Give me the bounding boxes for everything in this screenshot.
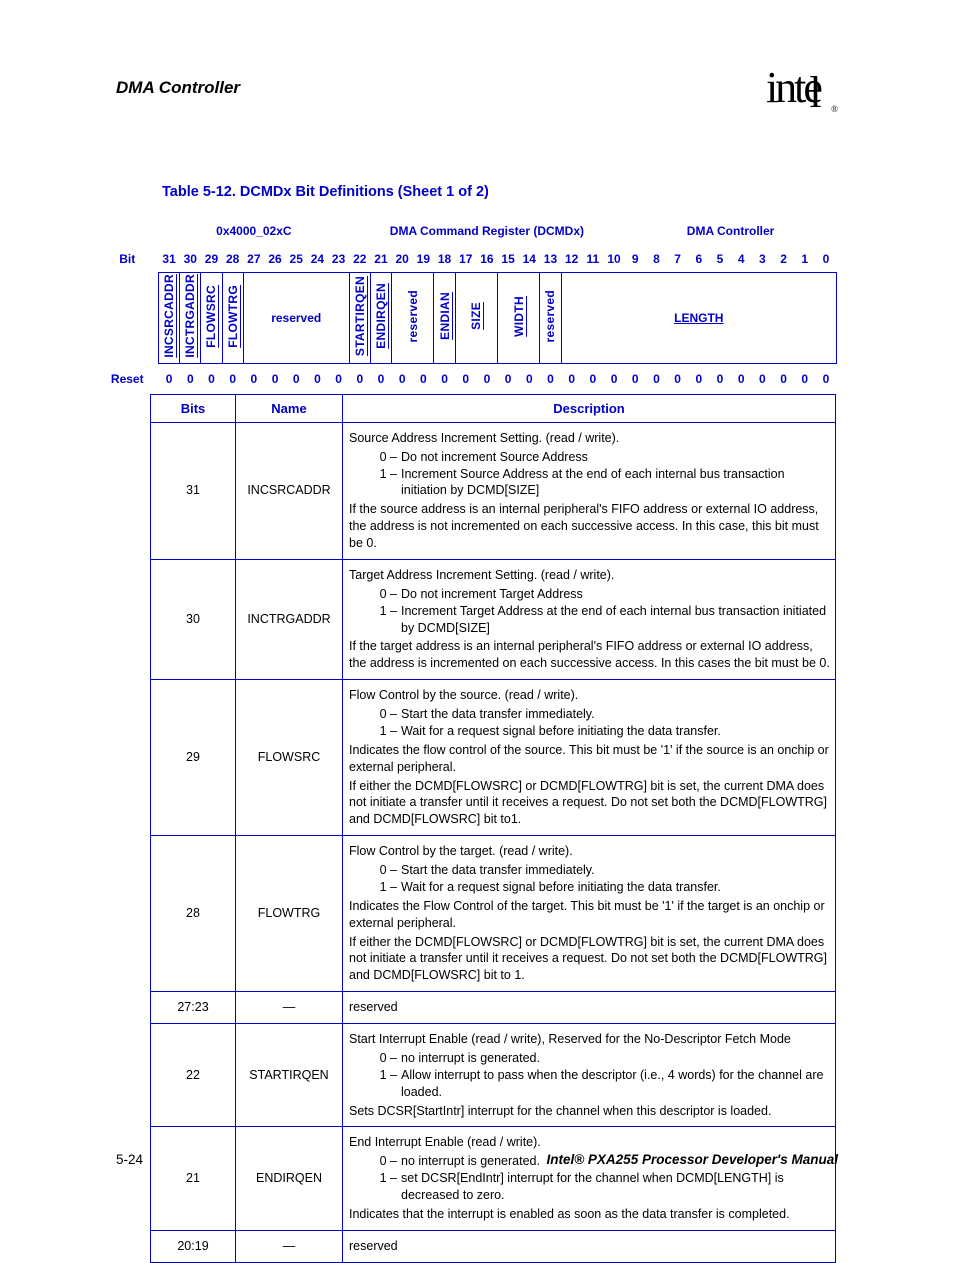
- bit-description-table: Bits Name Description 31INCSRCADDRSource…: [150, 394, 836, 1263]
- bits-value: 30: [151, 559, 236, 679]
- field-name: ENDIRQEN: [236, 1127, 343, 1230]
- field-description: reserved: [343, 992, 836, 1024]
- bit-field-flowtrg: FLOWTRG: [222, 272, 243, 363]
- field-name: STARTIRQEN: [236, 1024, 343, 1127]
- field-description: Target Address Increment Setting. (read …: [343, 559, 836, 679]
- bit-field-inctrgaddr: INCTRGADDR: [180, 272, 201, 363]
- bit-field-size: SIZE: [455, 272, 497, 363]
- bit-field-endian: ENDIAN: [434, 272, 455, 363]
- field-description: End Interrupt Enable (read / write).0 –n…: [343, 1127, 836, 1230]
- bit-field-startirqen: STARTIRQEN: [349, 272, 370, 363]
- bit-field-row: INCSRCADDRINCTRGADDRFLOWSRCFLOWTRGreserv…: [104, 272, 837, 363]
- bits-value: 21: [151, 1127, 236, 1230]
- field-description: Flow Control by the source. (read / writ…: [343, 680, 836, 836]
- reset-row-label: Reset: [104, 363, 159, 394]
- reg-name: DMA Command Register (DCMDx): [349, 216, 624, 246]
- field-description: reserved: [343, 1230, 836, 1262]
- bit-field-length: LENGTH: [561, 272, 836, 363]
- table-row: 29FLOWSRCFlow Control by the source. (re…: [151, 680, 836, 836]
- bits-value: 28: [151, 836, 236, 992]
- field-name: —: [236, 1230, 343, 1262]
- field-name: INCSRCADDR: [236, 422, 343, 559]
- table-row: 22STARTIRQENStart Interrupt Enable (read…: [151, 1024, 836, 1127]
- bits-value: 29: [151, 680, 236, 836]
- bit-field-reserved: reserved: [392, 272, 434, 363]
- intel-logo: intell®: [766, 62, 838, 114]
- register-layout-table: 0x4000_02xC DMA Command Register (DCMDx)…: [104, 216, 837, 394]
- bit-field-endirqen: ENDIRQEN: [370, 272, 391, 363]
- bits-value: 20:19: [151, 1230, 236, 1262]
- field-name: FLOWTRG: [236, 836, 343, 992]
- table-row: 28FLOWTRGFlow Control by the target. (re…: [151, 836, 836, 992]
- field-description: Start Interrupt Enable (read / write), R…: [343, 1024, 836, 1127]
- bit-field-reserved: reserved: [540, 272, 561, 363]
- reset-row: Reset 00000000000000000000000000000000: [104, 363, 837, 394]
- table-row: 20:19—reserved: [151, 1230, 836, 1262]
- bit-field-width: WIDTH: [498, 272, 540, 363]
- col-header-desc: Description: [343, 394, 836, 422]
- table-row: 30INCTRGADDRTarget Address Increment Set…: [151, 559, 836, 679]
- manual-title: Intel® PXA255 Processor Developer's Manu…: [546, 1152, 838, 1167]
- bit-field-reserved: reserved: [243, 272, 349, 363]
- table-caption: Table 5-12. DCMDx Bit Definitions (Sheet…: [162, 184, 838, 200]
- bits-value: 31: [151, 422, 236, 559]
- table-row: 31INCSRCADDRSource Address Increment Set…: [151, 422, 836, 559]
- reg-module: DMA Controller: [625, 216, 837, 246]
- col-header-name: Name: [236, 394, 343, 422]
- field-description: Flow Control by the target. (read / writ…: [343, 836, 836, 992]
- page-number: 5-24: [116, 1152, 143, 1167]
- field-description: Source Address Increment Setting. (read …: [343, 422, 836, 559]
- reg-address: 0x4000_02xC: [159, 216, 350, 246]
- bit-field-flowsrc: FLOWSRC: [201, 272, 222, 363]
- bit-row-label: Bit: [104, 246, 159, 273]
- field-name: —: [236, 992, 343, 1024]
- table-row: 21ENDIRQENEnd Interrupt Enable (read / w…: [151, 1127, 836, 1230]
- page-header-title: DMA Controller: [116, 78, 240, 98]
- field-name: INCTRGADDR: [236, 559, 343, 679]
- bit-number-row: Bit 313029282726252423222120191817161514…: [104, 246, 837, 273]
- bit-field-incsrcaddr: INCSRCADDR: [159, 272, 180, 363]
- col-header-bits: Bits: [151, 394, 236, 422]
- table-row: 27:23—reserved: [151, 992, 836, 1024]
- bits-value: 27:23: [151, 992, 236, 1024]
- field-name: FLOWSRC: [236, 680, 343, 836]
- bits-value: 22: [151, 1024, 236, 1127]
